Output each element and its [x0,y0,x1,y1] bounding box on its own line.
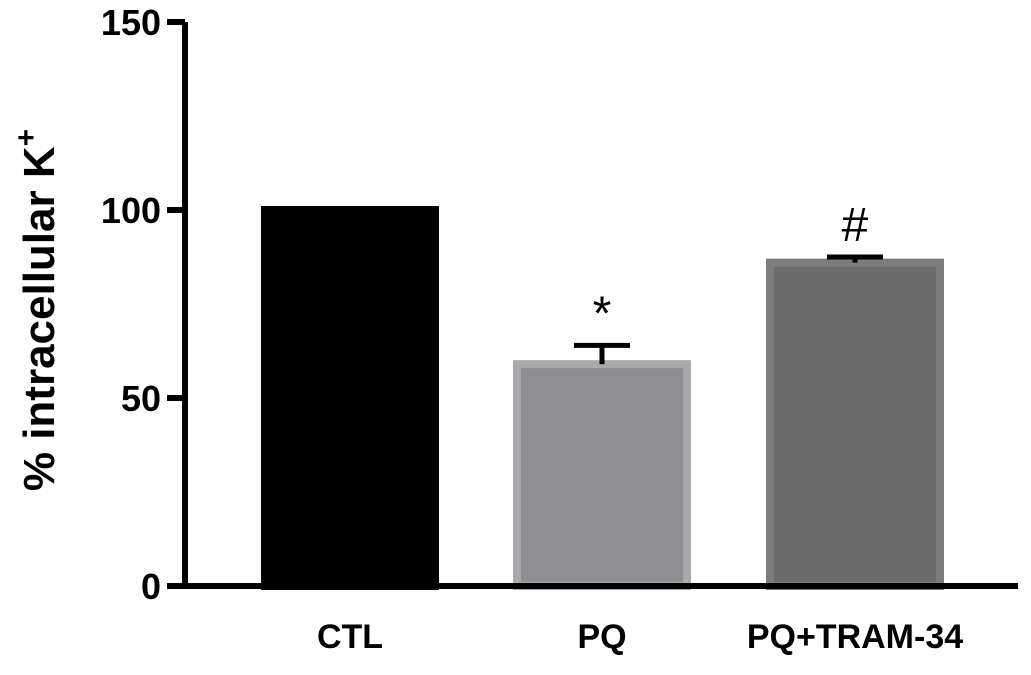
annotation-pq-tram-34: # [842,199,869,252]
y-axis-label: % intracellular K+ [10,129,64,491]
x-tick-label-pq-tram-34: PQ+TRAM-34 [747,618,963,656]
y-tick-label-150: 150 [101,2,161,43]
y-tick-label-0: 0 [141,566,161,607]
bar-pq [513,360,691,590]
x-tick-label-ctl: CTL [317,618,383,656]
axes [167,19,1018,589]
annotation-pq: * [593,287,612,340]
svg-text:% intracellular K+: % intracellular K+ [10,129,64,491]
bars [261,206,944,590]
bar-ctl [261,206,439,590]
x-tick-label-pq: PQ [577,618,626,656]
labels: CTL * PQ # PQ+TRAM-34 0 50 100 150 [101,2,963,656]
y-axis-label-superscript: + [10,129,43,147]
y-tick-label-100: 100 [101,190,161,231]
bar-pq-tram-34 [766,258,944,590]
y-axis-label-text: % intracellular K [15,146,64,491]
y-tick-label-50: 50 [121,378,161,419]
